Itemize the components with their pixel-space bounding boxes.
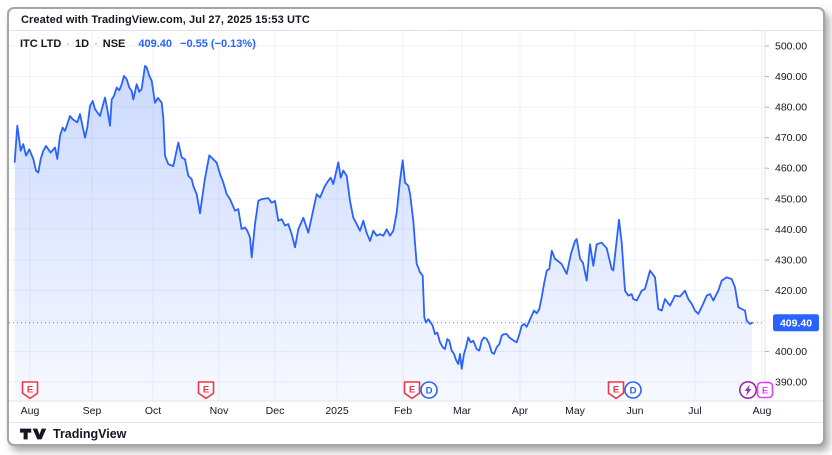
svg-text:Mar: Mar [453,405,472,417]
svg-text:E: E [613,385,619,396]
svg-text:Jun: Jun [627,405,644,417]
tradingview-logo-icon[interactable] [20,428,47,440]
price-change-value: −0.55 (−0.13%) [180,38,256,50]
svg-text:430.00: 430.00 [775,254,807,266]
svg-text:409.40: 409.40 [780,317,812,329]
brand-name[interactable]: TradingView [53,426,127,441]
tradingview-snapshot-window: Created with TradingView.com, Jul 27, 20… [7,7,825,446]
svg-text:E: E [762,385,768,396]
svg-text:Jul: Jul [688,405,701,417]
symbol-name[interactable]: ITC LTD [20,38,62,50]
svg-text:Feb: Feb [394,405,412,417]
series-line[interactable] [13,65,753,370]
series-area [14,65,752,402]
last-price-value: 409.40 [138,38,173,50]
svg-text:Nov: Nov [210,405,229,417]
svg-text:440.00: 440.00 [775,224,807,236]
legend-separator: · [66,38,71,50]
svg-text:E: E [203,385,209,396]
y-axis-price-scale[interactable]: 500.00 490.00 480.00 470.00 460.00 450.00 440.… [765,41,807,389]
svg-text:450.00: 450.00 [775,193,807,205]
svg-text:D: D [630,385,637,396]
svg-text:E: E [409,385,415,396]
svg-text:490.00: 490.00 [775,71,807,83]
earnings-badge[interactable]: E [403,381,421,400]
exchange-label[interactable]: NSE [102,38,126,50]
svg-text:Apr: Apr [512,405,529,417]
svg-text:E: E [27,385,33,396]
attribution-text: Created with TradingView.com, Jul 27, 20… [21,13,310,26]
svg-text:2025: 2025 [325,405,349,417]
svg-text:420.00: 420.00 [775,285,807,297]
svg-text:480.00: 480.00 [775,102,807,114]
svg-text:500.00: 500.00 [775,41,807,53]
svg-text:470.00: 470.00 [775,132,807,144]
svg-text:D: D [426,385,433,396]
earnings-badge[interactable]: E [607,381,625,400]
svg-text:Aug: Aug [753,405,772,417]
svg-text:May: May [565,405,586,417]
dividend-badge[interactable]: D [624,381,642,399]
dividend-badge[interactable]: D [420,381,438,399]
earnings-badge[interactable]: E [197,381,215,400]
attribution-bar: Created with TradingView.com, Jul 27, 20… [9,9,823,31]
svg-text:460.00: 460.00 [775,163,807,175]
price-badge: 409.40 [773,314,819,332]
legend-separator: · [94,38,98,50]
svg-text:Sep: Sep [83,405,102,417]
svg-text:Aug: Aug [21,405,40,417]
interval-label[interactable]: 1D [75,38,90,50]
alert-badge[interactable] [738,380,757,399]
svg-text:400.00: 400.00 [775,346,807,358]
footer-bar: TradingView [9,422,823,444]
chart-region[interactable]: 500.00 490.00 480.00 470.00 460.00 450.00 440.… [9,31,823,422]
x-axis-time-scale[interactable]: Aug Sep Oct Nov Dec 2025 Feb Mar Apr May Jun Jul Aug [21,405,772,417]
earnings-alt-badge[interactable]: E [756,381,774,399]
axis-borders [9,31,823,402]
svg-text:Oct: Oct [145,405,161,417]
price-chart[interactable]: 500.00 490.00 480.00 470.00 460.00 450.00 440.… [9,31,823,422]
chart-legend: ITC LTD · 1D · NSE 409.40 −0.55 (−0.13%) [20,38,256,50]
svg-text:390.00: 390.00 [775,377,807,389]
svg-text:Dec: Dec [266,405,285,417]
earnings-badge[interactable]: E [21,381,39,400]
